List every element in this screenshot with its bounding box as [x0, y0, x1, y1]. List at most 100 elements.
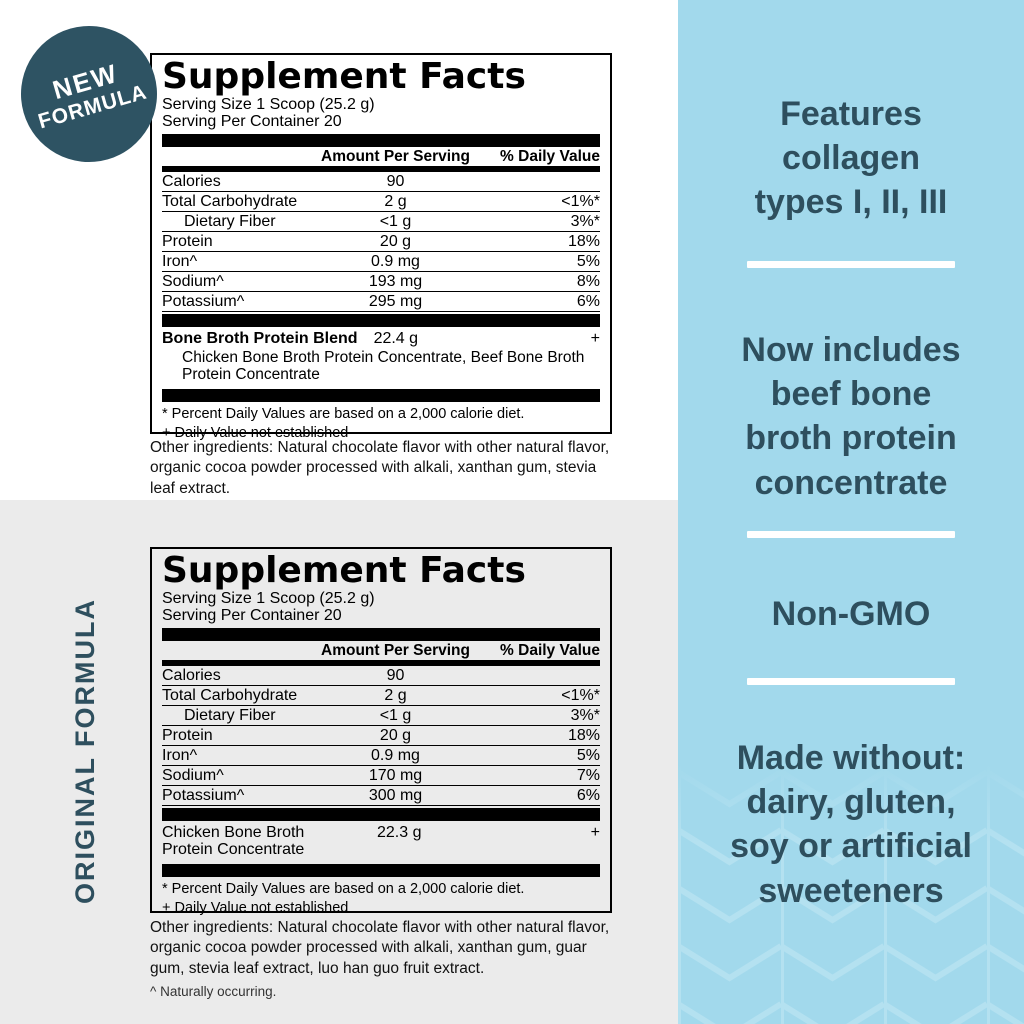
- nutrient-dv: 3%*: [570, 212, 600, 230]
- amount-column-header: Amount Per Serving: [321, 147, 470, 165]
- nutrient-amount: <1 g: [379, 706, 412, 724]
- thick-bar: [162, 314, 600, 328]
- nutrient-row-iron: Iron^ 0.9 mg 5%: [162, 252, 600, 273]
- nutrient-row-fiber: Dietary Fiber <1 g 3%*: [162, 706, 600, 727]
- nutrient-label: Total Carbohydrate: [162, 192, 298, 210]
- nutrient-label: Sodium^: [162, 766, 224, 784]
- pattern-fade-overlay: [678, 764, 1024, 844]
- footnote-not-established: + Daily Value not established: [162, 425, 349, 442]
- blend-name: Bone Broth Protein Blend: [162, 330, 358, 348]
- panel-title: Supplement Facts: [162, 550, 526, 591]
- feature-text-made-without: Made without: dairy, gluten, soy or arti…: [730, 739, 972, 910]
- nutrient-label: Iron^: [162, 746, 198, 764]
- nutrient-dv: 18%: [567, 232, 600, 250]
- other-ingredients-text: Other ingredients: Natural chocolate fla…: [150, 919, 610, 977]
- original-formula-label: ORIGINAL FORMULA: [70, 598, 100, 904]
- nutrient-label: Protein: [162, 726, 213, 744]
- nutrient-row-potassium: Potassium^ 300 mg 6%: [162, 786, 600, 807]
- table-header: Amount Per Serving % Daily Value: [162, 641, 600, 660]
- servings-per-container: Serving Per Container 20: [162, 113, 342, 131]
- divider: [747, 531, 955, 538]
- nutrient-amount: 295 mg: [368, 292, 423, 310]
- nutrient-dv: 5%: [576, 746, 600, 764]
- nutrient-dv: 7%: [576, 766, 600, 784]
- feature-text-beef-bone: Now includes beef bone broth protein con…: [741, 331, 961, 502]
- nutrient-row-protein: Protein 20 g 18%: [162, 726, 600, 747]
- medium-bar: [162, 660, 600, 667]
- nutrient-label: Calories: [162, 172, 221, 190]
- nutrient-row-potassium: Potassium^ 295 mg 6%: [162, 292, 600, 313]
- thick-bar: [162, 134, 600, 148]
- nutrient-amount: 170 mg: [368, 766, 423, 784]
- supplement-facts-panel-new: Supplement Facts Serving Size 1 Scoop (2…: [150, 53, 612, 441]
- nutrient-dv: 6%: [576, 786, 600, 804]
- nutrient-label: Iron^: [162, 252, 198, 270]
- protein-concentrate-section: Chicken Bone Broth Protein Concentrate 2…: [162, 821, 600, 860]
- nutrient-row-iron: Iron^ 0.9 mg 5%: [162, 746, 600, 767]
- daily-value-column-header: % Daily Value: [500, 147, 600, 165]
- daily-value-column-header: % Daily Value: [500, 641, 600, 659]
- feature-sidebar: Features collagen types I, II, III Now i…: [678, 0, 1024, 1024]
- nutrient-amount: 20 g: [379, 232, 412, 250]
- nutrient-label: Total Carbohydrate: [162, 686, 298, 704]
- naturally-occurring-note: ^ Naturally occurring.: [150, 984, 277, 1000]
- nutrient-label: Protein: [162, 232, 213, 250]
- nutrient-amount: 0.9 mg: [371, 746, 420, 764]
- nutrient-row-calories: Calories 90: [162, 666, 600, 687]
- blend-sub-ingredients: Chicken Bone Broth Protein Concentrate, …: [182, 349, 585, 384]
- nutrient-label: Sodium^: [162, 272, 224, 290]
- serving-size: Serving Size 1 Scoop (25.2 g): [162, 96, 375, 114]
- nutrient-amount: <1 g: [379, 212, 412, 230]
- nutrient-dv: <1%*: [561, 686, 600, 704]
- nutrient-dv: 3%*: [570, 706, 600, 724]
- other-ingredients-new: Other ingredients: Natural chocolate fla…: [150, 439, 610, 497]
- nutrient-row-sodium: Sodium^ 193 mg 8%: [162, 272, 600, 293]
- panel-title: Supplement Facts: [162, 56, 526, 97]
- nutrient-dv: 8%: [576, 272, 600, 290]
- medium-bar: [162, 166, 600, 173]
- nutrient-label: Potassium^: [162, 786, 245, 804]
- servings-per-container: Serving Per Container 20: [162, 607, 342, 625]
- divider: [747, 261, 955, 268]
- thick-bar: [162, 389, 600, 403]
- divider: [747, 678, 955, 685]
- footnotes: * Percent Daily Values are based on a 2,…: [162, 402, 600, 443]
- nutrient-dv: 5%: [576, 252, 600, 270]
- nutrient-row-carbohydrate: Total Carbohydrate 2 g <1%*: [162, 686, 600, 707]
- blend-dv: +: [590, 330, 600, 348]
- nutrient-row-fiber: Dietary Fiber <1 g 3%*: [162, 212, 600, 233]
- footnote-daily-value: * Percent Daily Values are based on a 2,…: [162, 881, 525, 898]
- nutrient-amount: 193 mg: [368, 272, 423, 290]
- blend-amount: 22.4 g: [373, 330, 419, 348]
- table-header: Amount Per Serving % Daily Value: [162, 147, 600, 166]
- blend-dv: +: [590, 824, 600, 842]
- nutrient-row-carbohydrate: Total Carbohydrate 2 g <1%*: [162, 192, 600, 213]
- serving-size: Serving Size 1 Scoop (25.2 g): [162, 590, 375, 608]
- blend-name: Chicken Bone Broth Protein Concentrate: [162, 824, 305, 859]
- nutrient-label: Calories: [162, 666, 221, 684]
- footnote-not-established: + Daily Value not established: [162, 900, 349, 917]
- nutrient-label: Potassium^: [162, 292, 245, 310]
- nutrient-label: Dietary Fiber: [184, 212, 276, 230]
- nutrient-amount: 2 g: [384, 686, 407, 704]
- nutrient-amount: 2 g: [384, 192, 407, 210]
- nutrient-row-calories: Calories 90: [162, 172, 600, 193]
- nutrient-amount: 90: [386, 666, 405, 684]
- nutrient-amount: 300 mg: [368, 786, 423, 804]
- protein-blend-section: Bone Broth Protein Blend 22.4 g + Chicke…: [162, 327, 600, 385]
- nutrient-dv: 18%: [567, 726, 600, 744]
- other-ingredients-original: Other ingredients: Natural chocolate fla…: [150, 918, 618, 1001]
- nutrient-dv: <1%*: [561, 192, 600, 210]
- nutrient-label: Dietary Fiber: [184, 706, 276, 724]
- nutrient-row-protein: Protein 20 g 18%: [162, 232, 600, 253]
- amount-column-header: Amount Per Serving: [321, 641, 470, 659]
- nutrient-amount: 20 g: [379, 726, 412, 744]
- nutrient-amount: 90: [386, 172, 405, 190]
- blend-amount: 22.3 g: [377, 824, 422, 842]
- nutrient-row-sodium: Sodium^ 170 mg 7%: [162, 766, 600, 787]
- footnote-daily-value: * Percent Daily Values are based on a 2,…: [162, 406, 525, 423]
- thick-bar: [162, 628, 600, 642]
- feature-text-non-gmo: Non-GMO: [771, 595, 931, 633]
- thick-bar: [162, 808, 600, 822]
- thick-bar: [162, 864, 600, 878]
